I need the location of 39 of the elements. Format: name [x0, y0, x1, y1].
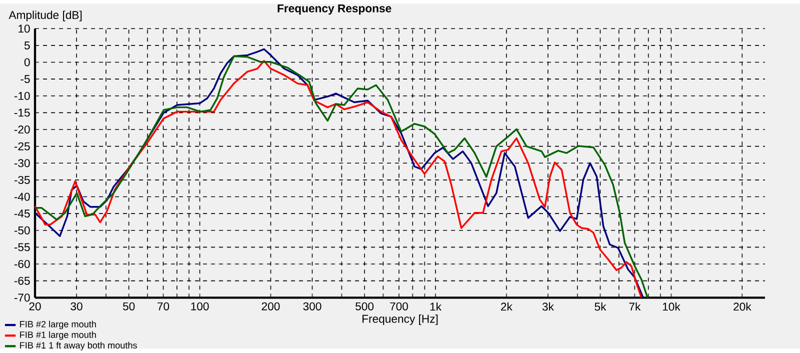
legend-label: FIB #2 large mouth	[20, 320, 96, 330]
x-tick-label: 20k	[734, 302, 752, 311]
y-tick-label: 0	[24, 58, 30, 66]
x-tick-label: 700	[390, 302, 408, 310]
y-tick-label: -20	[14, 125, 30, 134]
chart-title: Frequency Response	[278, 4, 392, 15]
x-tick-label: 70	[158, 302, 170, 310]
y-tick-label: -65	[14, 276, 30, 285]
y-tick-label: -30	[14, 159, 30, 168]
x-tick-label: 20	[29, 302, 41, 310]
x-tick-label: 2k	[501, 302, 512, 311]
x-tick-label: 5k	[594, 302, 606, 311]
x-tick-label: 300	[303, 302, 322, 310]
y-tick-label: -40	[14, 192, 30, 201]
x-axis-title: Frequency [Hz]	[362, 314, 438, 325]
x-tick-label: 7k	[629, 302, 641, 311]
y-tick-label: -5	[20, 75, 30, 83]
y-tick-label: -55	[14, 243, 30, 252]
x-tick-label: 200	[262, 302, 280, 310]
y-tick-label: -70	[14, 294, 30, 302]
x-tick-label: 10k	[662, 302, 680, 311]
y-tick-label: -35	[14, 176, 30, 184]
y-tick-label: -15	[14, 108, 30, 117]
y-tick-label: -50	[14, 226, 30, 234]
x-tick-label: 100	[191, 302, 209, 310]
x-tick-label: 1k	[430, 302, 442, 311]
x-tick-label: 500	[356, 302, 374, 310]
legend-label: FIB #1 1 ft away both mouths	[20, 342, 137, 350]
y-tick-label: -25	[14, 142, 30, 150]
y-tick-label: 10	[18, 24, 30, 33]
x-tick-label: 30	[70, 302, 82, 310]
y-tick-label: -10	[14, 92, 30, 100]
y-axis-title: Amplitude [dB]	[8, 10, 82, 22]
legend-label: FIB #1 large mouth	[20, 331, 96, 340]
x-tick-label: 3k	[542, 302, 554, 311]
y-tick-label: -60	[14, 260, 30, 268]
x-tick-label: 50	[122, 302, 135, 310]
y-tick-label: -45	[14, 210, 30, 218]
y-tick-label: 5	[24, 41, 30, 50]
